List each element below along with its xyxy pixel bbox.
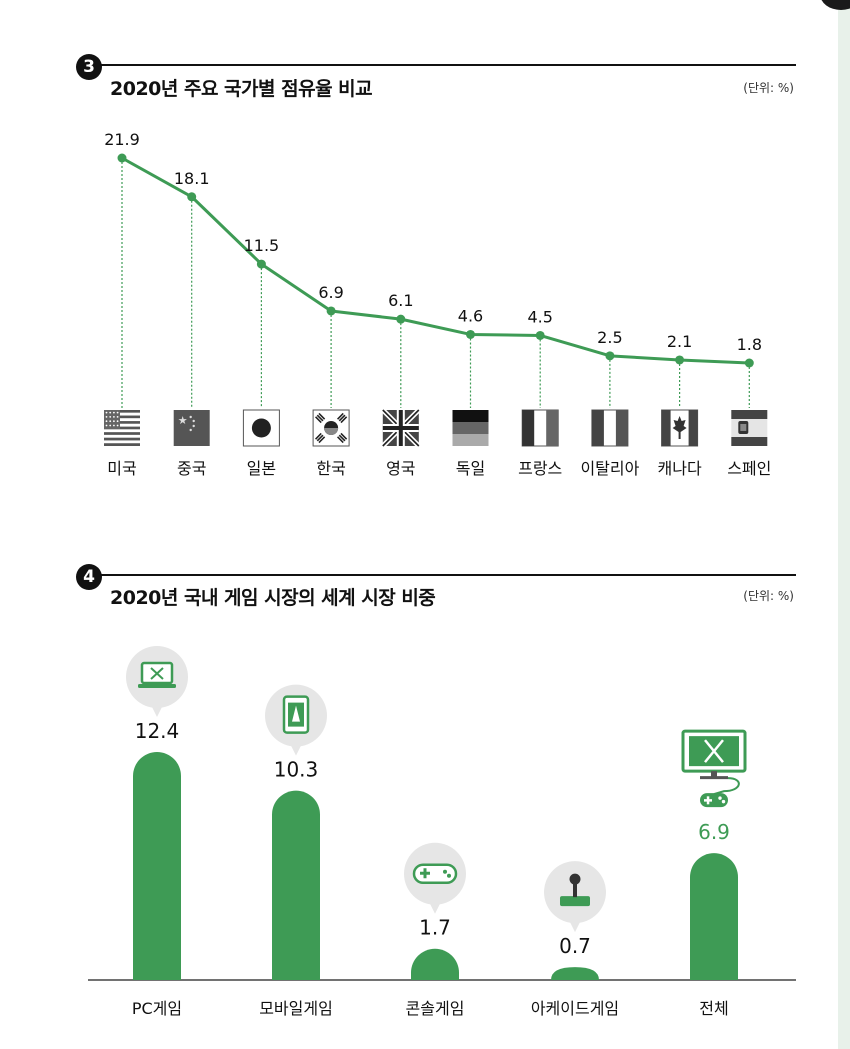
category-label: 영국 bbox=[386, 459, 415, 478]
category-label: PC게임 bbox=[132, 999, 182, 1018]
category-label: 캐나다 bbox=[658, 459, 702, 478]
data-label: 0.7 bbox=[559, 934, 591, 958]
data-label: 4.6 bbox=[458, 306, 483, 325]
bar bbox=[272, 790, 320, 980]
chart-title: 2020년 주요 국가별 점유율 비교 bbox=[110, 78, 373, 100]
monitor-gamepad-icon bbox=[681, 729, 747, 808]
category-label: 콘솔게임 bbox=[406, 999, 465, 1018]
data-point bbox=[187, 192, 197, 202]
chart-title: 2020년 국내 게임 시장의 세계 시장 비중 bbox=[110, 587, 436, 609]
data-point bbox=[605, 351, 615, 361]
flag-usa-icon bbox=[104, 410, 140, 446]
game-market-section: 4 2020년 국내 게임 시장의 세계 시장 비중 (단위: %) 12.4 P… bbox=[0, 520, 850, 1049]
flag-canada-icon bbox=[661, 409, 699, 447]
data-point bbox=[675, 355, 685, 365]
series-line bbox=[121, 156, 750, 365]
bar bbox=[551, 967, 599, 980]
data-label: 21.9 bbox=[104, 130, 140, 149]
category-label: 이탈리아 bbox=[580, 459, 639, 478]
bar bbox=[411, 948, 459, 980]
data-point bbox=[396, 314, 406, 324]
flag-japan-icon bbox=[242, 409, 280, 447]
category-label: 미국 bbox=[107, 459, 136, 478]
category-label: 독일 bbox=[456, 459, 485, 478]
data-point bbox=[326, 306, 336, 316]
data-label: 11.5 bbox=[244, 236, 280, 255]
gamepad-icon bbox=[404, 842, 466, 914]
data-point bbox=[466, 329, 475, 339]
data-point bbox=[744, 358, 754, 368]
section-number-badge: 3 bbox=[76, 54, 102, 80]
line-chart: 21.9 18.1 11.5 6.9 6.1 4.6 4.5 2.5 2.1 1.8 미국 ★ 중국 일본… bbox=[104, 130, 771, 478]
data-label: 6.1 bbox=[388, 291, 413, 310]
country-share-section: 3 2020년 주요 국가별 점유율 비교 (단위: %) 21.9 18.1 11… bbox=[0, 0, 850, 520]
category-label: 모바일게임 bbox=[259, 999, 333, 1018]
data-label: 12.4 bbox=[135, 719, 180, 743]
category-label: 일본 bbox=[247, 459, 276, 478]
data-label: 2.1 bbox=[667, 332, 692, 351]
bar bbox=[690, 853, 738, 980]
data-point bbox=[256, 259, 266, 269]
joystick-icon bbox=[544, 861, 606, 933]
category-label: 전체 bbox=[699, 999, 728, 1018]
section-rule bbox=[86, 574, 796, 576]
flag-korea-icon bbox=[312, 409, 350, 447]
flag-spain-icon bbox=[731, 410, 768, 446]
data-label: 6.9 bbox=[318, 283, 343, 302]
bar bbox=[133, 752, 181, 980]
category-label: 중국 bbox=[177, 459, 206, 478]
flag-france-icon bbox=[521, 409, 559, 447]
data-label: 1.7 bbox=[419, 916, 451, 940]
data-point bbox=[535, 330, 545, 340]
data-label: 4.5 bbox=[527, 307, 552, 326]
unit-label: (단위: %) bbox=[743, 81, 794, 95]
category-label: 한국 bbox=[316, 459, 345, 478]
section-rule bbox=[86, 64, 796, 66]
laptop-game-icon bbox=[126, 646, 188, 717]
flag-germany-icon bbox=[452, 410, 489, 446]
section-number-badge: 4 bbox=[76, 564, 102, 590]
data-label: 6.9 bbox=[698, 820, 730, 844]
data-label: 2.5 bbox=[597, 328, 622, 347]
flag-italy-icon bbox=[591, 409, 629, 447]
svg-text:★: ★ bbox=[178, 414, 188, 427]
unit-label: (단위: %) bbox=[743, 589, 794, 603]
smartphone-game-icon bbox=[265, 684, 327, 756]
category-label: 아케이드게임 bbox=[531, 999, 619, 1018]
bar-chart: 12.4 PC게임 10.3 모바일게임 1.7 콘솔게임 0.7 아케이드게임 6.9 전체 bbox=[88, 646, 796, 1018]
category-label: 스페인 bbox=[727, 459, 771, 478]
category-label: 프랑스 bbox=[518, 459, 562, 478]
data-label: 10.3 bbox=[274, 758, 319, 782]
flag-china-icon: ★ bbox=[173, 410, 210, 446]
data-label: 1.8 bbox=[737, 335, 762, 354]
right-edge-strip bbox=[838, 0, 850, 1049]
data-label: 18.1 bbox=[174, 169, 210, 188]
corner-decoration bbox=[820, 0, 850, 10]
flag-uk-icon bbox=[381, 408, 421, 448]
data-point bbox=[117, 153, 127, 163]
